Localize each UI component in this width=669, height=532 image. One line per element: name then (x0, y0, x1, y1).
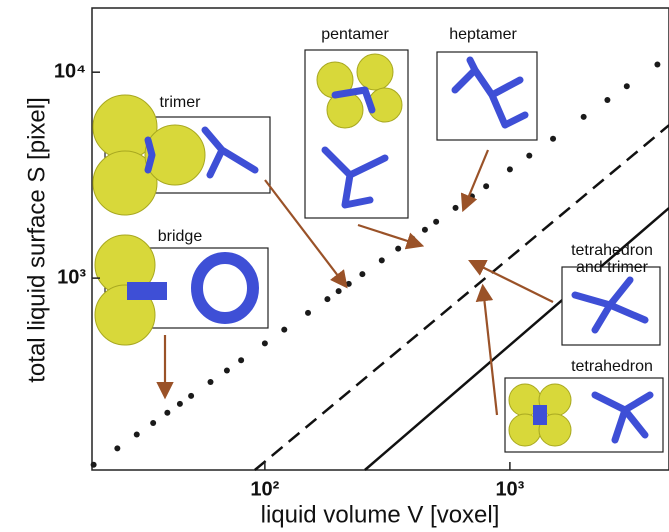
point (345, 280, 352, 287)
point (378, 257, 385, 264)
point (580, 113, 587, 120)
point (483, 183, 490, 190)
point (623, 83, 630, 90)
point (433, 218, 440, 225)
point (654, 61, 661, 68)
annotation: heptamer (449, 26, 517, 43)
point (324, 296, 331, 303)
point (207, 378, 214, 385)
point (238, 357, 245, 364)
point (176, 400, 183, 407)
point (188, 392, 195, 399)
point (133, 431, 140, 438)
x-tick-label: 10³ (495, 478, 524, 500)
point (150, 419, 157, 426)
point (305, 309, 312, 316)
annotation: bridge (158, 228, 203, 245)
point (261, 340, 268, 347)
plot-frame (91, 7, 669, 471)
y-tick-label: 10⁴ (54, 60, 86, 82)
point (281, 326, 288, 333)
reference-line (254, 124, 669, 471)
point (223, 367, 230, 374)
annotation: and trimer (576, 259, 649, 276)
point (409, 235, 416, 242)
point (604, 96, 611, 103)
insets (92, 49, 664, 453)
point (452, 204, 459, 211)
point (395, 245, 402, 252)
reference-line (364, 207, 669, 471)
point (90, 461, 97, 468)
x-tick-label: 10² (250, 478, 279, 500)
x-axis-label: liquid volume V [voxel] (261, 501, 500, 528)
point (506, 166, 513, 173)
point (335, 288, 342, 295)
point (550, 135, 557, 142)
annotation: trimer (160, 94, 202, 111)
point (114, 445, 121, 452)
point (164, 409, 171, 416)
annotation: tetrahedron (571, 358, 653, 375)
point (359, 271, 366, 278)
point (526, 152, 533, 159)
annotation: pentamer (321, 26, 389, 43)
y-axis-label: total liquid surface S [pixel] (23, 97, 50, 382)
point (421, 226, 428, 233)
arrows (156, 149, 554, 416)
annotation: tetrahedron (571, 242, 653, 259)
y-tick-label: 10³ (57, 266, 86, 288)
